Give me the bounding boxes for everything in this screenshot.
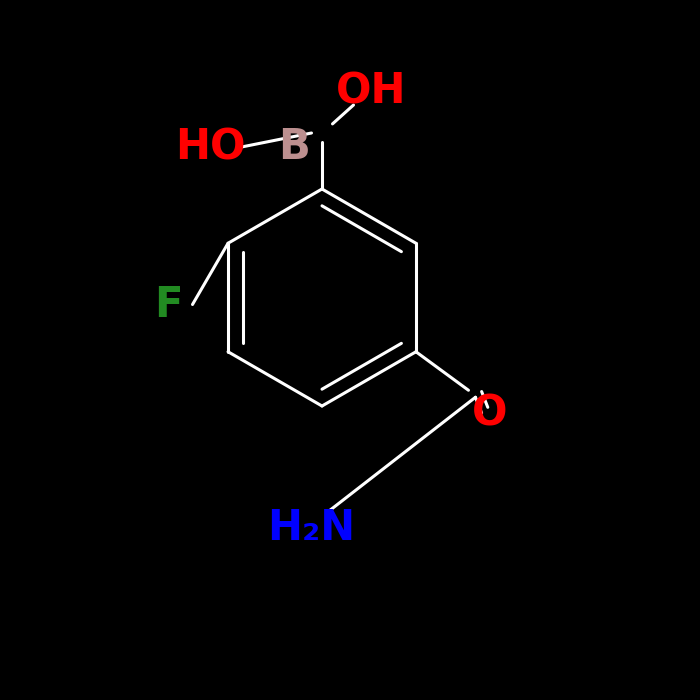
Text: OH: OH: [336, 70, 406, 112]
Text: B: B: [278, 126, 310, 168]
Text: F: F: [154, 284, 182, 326]
Text: H₂N: H₂N: [267, 508, 356, 550]
Text: O: O: [473, 392, 508, 434]
Text: HO: HO: [175, 126, 245, 168]
